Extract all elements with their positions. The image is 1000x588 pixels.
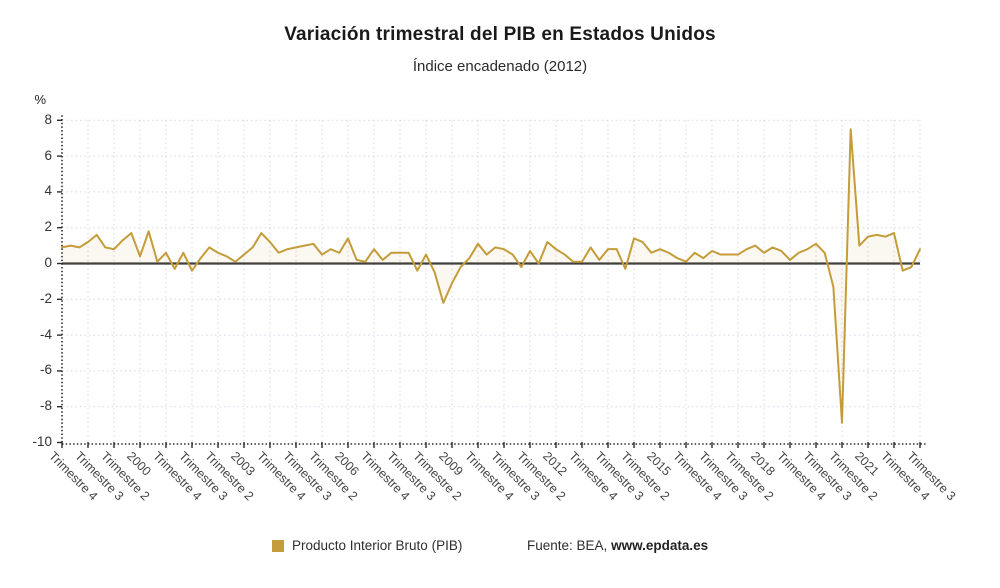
y-tick-label: 2 <box>44 219 52 235</box>
y-tick-label: 8 <box>44 111 52 127</box>
y-axis-unit-label: % <box>34 92 46 107</box>
y-tick-label: -4 <box>39 326 52 342</box>
y-tick-label: 0 <box>44 255 52 270</box>
source-text: Fuente: BEA, www.epdata.es <box>527 538 708 553</box>
y-tick-label: 4 <box>44 183 52 199</box>
page-title: Variación trimestral del PIB en Estados … <box>284 24 716 45</box>
series-line-pib <box>61 128 921 424</box>
legend-label: Producto Interior Bruto (PIB) <box>292 538 463 553</box>
page-subtitle: Índice encadenado (2012) <box>412 58 588 75</box>
legend-swatch <box>272 539 284 552</box>
y-tick-label: -8 <box>39 398 52 414</box>
legend-item-pib[interactable]: Producto Interior Bruto (PIB) <box>272 538 462 553</box>
series-area-fill <box>62 129 920 423</box>
y-tick-label: -2 <box>39 290 52 306</box>
y-tick-label: -10 <box>32 434 52 449</box>
y-tick-label: -6 <box>39 362 52 378</box>
legend: Producto Interior Bruto (PIB) Fuente: BE… <box>0 538 1000 558</box>
source-prefix: Fuente: BEA, <box>527 538 608 553</box>
y-tick-label: 6 <box>44 147 52 163</box>
source-link[interactable]: www.epdata.es <box>611 538 709 553</box>
